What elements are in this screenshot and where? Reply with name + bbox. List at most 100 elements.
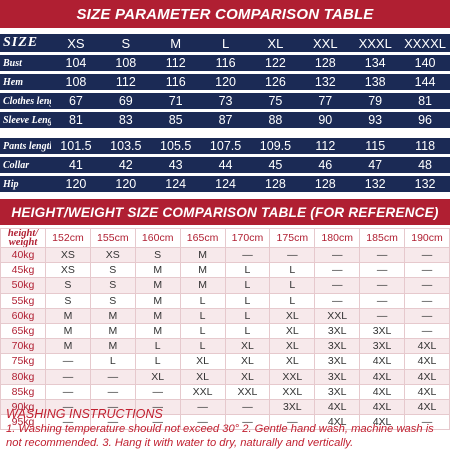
size-param-value: 81 — [400, 93, 450, 109]
size-param-row: Sleeve Length8183858788909396 — [0, 112, 450, 128]
size-param-value: 140 — [400, 55, 450, 71]
size-param-value: 90 — [300, 112, 351, 128]
weight-label: 50kg — [0, 277, 46, 294]
size-param-value: 138 — [350, 74, 401, 90]
height-col-header: 155cm — [89, 228, 136, 248]
size-recommendation-cell: 3XL — [314, 368, 361, 385]
size-param-value: 73 — [200, 93, 251, 109]
size-param-value: 112 — [300, 138, 351, 154]
weight-label: 95kg — [0, 414, 46, 431]
size-recommendation-cell: L — [179, 338, 226, 355]
weight-row: 50kg S S M M L L — — — — [0, 277, 450, 294]
size-param-value: 128 — [250, 176, 301, 192]
size-recommendation-cell: M — [134, 292, 181, 309]
weight-label: 60kg — [0, 307, 46, 324]
size-recommendation-cell: 4XL — [404, 353, 450, 370]
size-recommendation-cell: S — [134, 246, 181, 264]
size-param-row: Hem 108 112 116 120 126 132 138 144 — [0, 74, 450, 90]
size-recommendation-cell: XL — [269, 353, 316, 370]
size-recommendation-cell: — — [269, 414, 316, 431]
size-col-header: XXXL — [350, 34, 401, 52]
size-recommendation-cell: L — [269, 292, 316, 309]
size-recommendation-cell: — — [45, 398, 91, 416]
weight-row: 85kg — — — XXL XXL XXL 3XL 4XL 4XL — [0, 383, 450, 400]
height-col-header: 160cm — [134, 228, 181, 248]
size-recommendation-cell: — — [359, 307, 405, 324]
size-recommendation-cell: — — [134, 414, 181, 431]
size-col-header: M — [150, 34, 201, 52]
size-param-label: Sleeve Length — [0, 112, 51, 128]
size-recommendation-cell: — — [314, 292, 361, 309]
size-col-header: XL — [250, 34, 301, 52]
size-recommendation-cell: L — [224, 322, 271, 340]
size-param-value: 83 — [100, 112, 151, 128]
size-param-value: 104 — [51, 55, 101, 71]
size-recommendation-cell: 4XL — [404, 383, 450, 400]
weight-row: 55kg S S M L L L — — — — [0, 292, 450, 309]
size-recommendation-cell: L — [134, 353, 181, 370]
weight-label: 55kg — [0, 292, 46, 309]
size-recommendation-cell: 4XL — [404, 338, 450, 355]
size-recommendation-cell: — — [404, 307, 450, 324]
size-recommendation-cell: — — [134, 383, 181, 400]
washing-title: WASHING INSTRUCTIONS — [6, 407, 163, 421]
size-recommendation-cell: L — [269, 277, 316, 294]
size-recommendation-cell: — — [359, 292, 405, 309]
size-recommendation-cell: XS — [89, 246, 136, 264]
size-col-header: XS — [51, 34, 101, 52]
size-recommendation-cell: — — [404, 292, 450, 309]
size-recommendation-cell: M — [134, 307, 181, 324]
size-param-value: 101.5 — [51, 138, 101, 154]
size-recommendation-cell: 4XL — [314, 414, 361, 431]
size-recommendation-cell: XL — [224, 338, 271, 355]
size-recommendation-cell: — — [89, 368, 136, 385]
size-recommendation-cell: L — [224, 307, 271, 324]
size-param-value: 132 — [350, 176, 401, 192]
size-recommendation-cell: S — [89, 292, 136, 309]
size-recommendation-cell: — — [404, 262, 450, 279]
size-param-value: 44 — [200, 157, 251, 173]
size-recommendation-cell: 3XL — [314, 338, 361, 355]
weight-row: 65kg M M M L L XL 3XL 3XL — — [0, 322, 450, 340]
size-param-value: 134 — [350, 55, 401, 71]
size-recommendation-cell: L — [179, 322, 226, 340]
size-param-value: 128 — [300, 55, 351, 71]
size-param-row: Collar 41 42 43 44 45 46 47 48 — [0, 157, 450, 173]
size-recommendation-cell: L — [224, 277, 271, 294]
height-header-row: height/ weight 152cm 155cm 160cm 165cm 170cm… — [0, 228, 450, 248]
weight-row: 70kg M M L L XL XL 3XL 3XL 4XL — [0, 338, 450, 355]
size-param-row: Clothes length6769717375777981 — [0, 93, 450, 109]
corner-weight-label: weight — [8, 237, 38, 248]
size-recommendation-cell: M — [179, 262, 226, 279]
size-recommendation-cell: — — [314, 262, 361, 279]
size-header-row: SIZE XS S M L XL XXL XXXL XXXXL — [0, 34, 450, 52]
weight-row: 80kg — — XL XL XL XXL 3XL 4XL 4XL — [0, 368, 450, 385]
size-param-value: 107.5 — [200, 138, 251, 154]
weight-label: 85kg — [0, 383, 46, 400]
height-col-header: 185cm — [359, 228, 405, 248]
size-param-value: 42 — [100, 157, 151, 173]
size-param-row: Hip 120 120 124 124 128 128 132 132 — [0, 176, 450, 192]
weight-label: 80kg — [0, 368, 46, 385]
size-recommendation-cell: — — [359, 277, 405, 294]
size-recommendation-cell: XXL — [269, 383, 316, 400]
size-recommendation-cell: M — [134, 262, 181, 279]
size-col-header: L — [200, 34, 251, 52]
size-recommendation-cell: 4XL — [359, 353, 405, 370]
size-param-value: 67 — [51, 93, 101, 109]
size-recommendation-cell: L — [224, 262, 271, 279]
size-param-value: 108 — [51, 74, 101, 90]
size-recommendation-cell: — — [404, 277, 450, 294]
size-recommendation-cell: XL — [224, 353, 271, 370]
size-param-value: 116 — [200, 55, 251, 71]
weight-row: 45kg XS S M M L L — — — — [0, 262, 450, 279]
size-param-value: 103.5 — [100, 138, 151, 154]
size-recommendation-cell: M — [45, 322, 91, 340]
size-recommendation-cell: S — [89, 262, 136, 279]
size-param-value: 77 — [300, 93, 351, 109]
size-recommendation-cell: XL — [269, 322, 316, 340]
size-param-value: 45 — [250, 157, 301, 173]
weight-label: 90kg — [0, 398, 46, 416]
size-recommendation-cell: — — [404, 414, 450, 431]
size-recommendation-cell: XL — [269, 338, 316, 355]
